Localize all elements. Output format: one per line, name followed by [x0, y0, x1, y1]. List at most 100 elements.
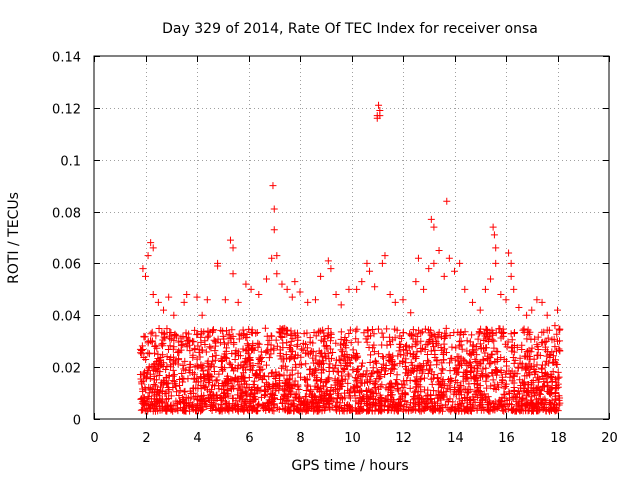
- data-point: [493, 381, 501, 389]
- data-point: [352, 352, 360, 360]
- data-point: [203, 296, 211, 304]
- data-point: [186, 347, 194, 355]
- data-point: [469, 298, 477, 306]
- data-point: [412, 387, 420, 395]
- data-point: [528, 393, 536, 401]
- data-point: [289, 382, 297, 390]
- data-point: [415, 381, 423, 389]
- data-point: [555, 396, 563, 404]
- data-point: [412, 353, 420, 361]
- data-point: [336, 341, 344, 349]
- data-point: [440, 340, 448, 348]
- data-point: [311, 382, 319, 390]
- data-point: [341, 375, 349, 383]
- data-point: [258, 376, 266, 384]
- data-point: [223, 377, 231, 385]
- data-point: [222, 403, 230, 411]
- data-point: [425, 366, 433, 374]
- data-point: [525, 406, 533, 414]
- data-point: [306, 370, 314, 378]
- data-point: [387, 387, 395, 395]
- data-point: [508, 406, 516, 414]
- data-point: [514, 363, 522, 371]
- data-point: [363, 378, 371, 386]
- data-point: [452, 366, 460, 374]
- data-point: [407, 332, 415, 340]
- data-point: [494, 355, 502, 363]
- data-point: [177, 342, 185, 350]
- data-point: [487, 382, 495, 390]
- data-point: [349, 384, 357, 392]
- data-point: [248, 346, 256, 354]
- data-point: [175, 356, 183, 364]
- data-point: [466, 358, 474, 366]
- data-point: [480, 406, 488, 414]
- data-point: [538, 399, 546, 407]
- data-point: [269, 182, 277, 190]
- data-point: [364, 400, 372, 408]
- data-point: [331, 364, 339, 372]
- data-point: [487, 275, 495, 283]
- x-tick-label: 4: [193, 431, 201, 446]
- data-point: [257, 393, 265, 401]
- data-point: [529, 386, 537, 394]
- data-point: [358, 278, 366, 286]
- data-point: [368, 370, 376, 378]
- data-point: [212, 377, 220, 385]
- data-point: [267, 350, 275, 358]
- y-tick-labels: 0 0.02 0.04 0.06 0.08 0.1 0.12 0.14: [52, 51, 81, 429]
- data-point: [399, 296, 407, 304]
- data-point: [425, 358, 433, 366]
- data-point: [507, 330, 515, 338]
- data-point: [476, 328, 484, 336]
- data-point: [482, 377, 490, 385]
- data-point: [297, 404, 305, 412]
- data-point: [427, 347, 435, 355]
- data-point: [342, 337, 350, 345]
- data-point: [476, 373, 484, 381]
- data-point: [385, 383, 393, 391]
- data-point: [198, 346, 206, 354]
- y-tick-label: 0.06: [52, 258, 81, 273]
- data-point: [324, 257, 332, 265]
- data-point: [362, 335, 370, 343]
- data-point: [473, 393, 481, 401]
- data-point: [329, 367, 337, 375]
- data-point: [375, 350, 383, 358]
- data-point: [555, 326, 563, 334]
- data-point: [171, 380, 179, 388]
- data-point: [528, 400, 536, 408]
- data-point: [191, 346, 199, 354]
- data-point: [417, 388, 425, 396]
- data-point: [379, 360, 387, 368]
- data-point: [396, 402, 404, 410]
- data-point: [534, 351, 542, 359]
- data-point: [329, 387, 337, 395]
- chart-title: Day 329 of 2014, Rate Of TEC Index for r…: [162, 21, 538, 37]
- data-point: [235, 381, 243, 389]
- data-point: [383, 325, 391, 333]
- data-point: [420, 406, 428, 414]
- data-point: [445, 254, 453, 262]
- data-point: [296, 288, 304, 296]
- data-point: [457, 337, 465, 345]
- data-point: [325, 355, 333, 363]
- data-point: [356, 394, 364, 402]
- data-point: [416, 407, 424, 415]
- data-point: [498, 373, 506, 381]
- data-point: [430, 259, 438, 267]
- data-point: [497, 368, 505, 376]
- data-point: [273, 342, 281, 350]
- data-point: [466, 338, 474, 346]
- data-point: [440, 272, 448, 280]
- data-point: [315, 360, 323, 368]
- data-point: [354, 366, 362, 374]
- data-point: [276, 328, 284, 336]
- data-point: [422, 392, 430, 400]
- data-point: [506, 373, 514, 381]
- data-point: [326, 360, 334, 368]
- data-point: [164, 379, 172, 387]
- data-point: [367, 332, 375, 340]
- data-point: [160, 378, 168, 386]
- data-point: [280, 391, 288, 399]
